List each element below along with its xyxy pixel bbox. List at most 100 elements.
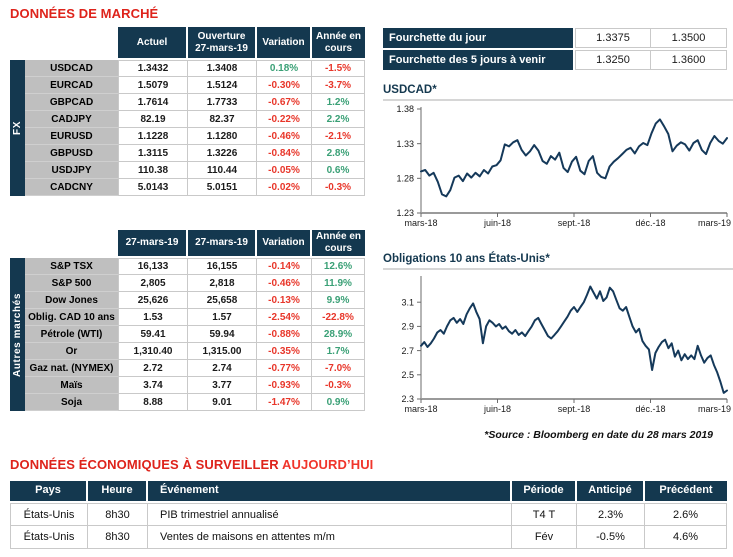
fx-row-label: EURUSD bbox=[25, 128, 118, 145]
econ-header: Pays bbox=[10, 481, 88, 503]
markets-cell-prev: 16,155 bbox=[188, 258, 257, 275]
fx-cell-actuel: 1.7614 bbox=[118, 94, 188, 111]
x-tick-label: juin-18 bbox=[483, 404, 511, 414]
econ-cell-evenement: Ventes de maisons en attentes m/m bbox=[148, 526, 512, 549]
fx-cell-ytd: -3.7% bbox=[312, 77, 365, 94]
other-markets-table: 27-mars-19 27-mars-19 Variation Année en co… bbox=[10, 230, 365, 411]
markets-row-label: Dow Jones bbox=[25, 292, 118, 309]
fx-cell-variation: -0.05% bbox=[257, 162, 312, 179]
fx-cell-ouverture: 5.0151 bbox=[188, 179, 257, 196]
range-high-value: 1.3500 bbox=[650, 28, 727, 48]
markets-side-label: Autres marchés bbox=[12, 292, 23, 377]
markets-cell-ytd: -7.0% bbox=[312, 360, 365, 377]
markets-row-label: Soja bbox=[25, 394, 118, 411]
markets-cell-ytd: 1.7% bbox=[312, 343, 365, 360]
econ-cell-periode: Fév bbox=[512, 526, 577, 549]
fx-cell-variation: -0.46% bbox=[257, 128, 312, 145]
markets-row-label: Maïs bbox=[25, 377, 118, 394]
x-tick-label: mars-19 bbox=[698, 404, 731, 414]
fx-cell-variation: -0.84% bbox=[257, 145, 312, 162]
econ-header: Anticipé bbox=[577, 481, 645, 503]
markets-header: Année en cours bbox=[312, 230, 365, 258]
fx-cell-ouverture: 110.44 bbox=[188, 162, 257, 179]
range-high-value: 1.3600 bbox=[650, 50, 727, 70]
markets-cell-variation: -0.88% bbox=[257, 326, 312, 343]
markets-cell-ytd: 28.9% bbox=[312, 326, 365, 343]
fx-cell-actuel: 110.38 bbox=[118, 162, 188, 179]
fx-cell-variation: -0.22% bbox=[257, 111, 312, 128]
fx-header: Ouverture 27-mars-19 bbox=[188, 27, 257, 60]
econ-cell-heure: 8h30 bbox=[88, 526, 148, 549]
markets-header: 27-mars-19 bbox=[188, 230, 257, 258]
y-tick-label: 1.38 bbox=[396, 104, 414, 114]
econ-table: Pays Heure Événement Période Anticipé Précéde… bbox=[10, 481, 727, 549]
fx-cell-ouverture: 1.3408 bbox=[188, 60, 257, 77]
source-note: *Source : Bloomberg en date du 28 mars 2… bbox=[484, 429, 713, 441]
markets-cell-ytd: -22.8% bbox=[312, 309, 365, 326]
fx-row-label: USDJPY bbox=[25, 162, 118, 179]
markets-cell-prev: 59.94 bbox=[188, 326, 257, 343]
fx-cell-actuel: 1.1228 bbox=[118, 128, 188, 145]
markets-cell-variation: -1.47% bbox=[257, 394, 312, 411]
y-tick-label: 2.7 bbox=[401, 346, 414, 356]
markets-cell-variation: -0.93% bbox=[257, 377, 312, 394]
markets-cell-close: 3.74 bbox=[118, 377, 188, 394]
econ-header: Période bbox=[512, 481, 577, 503]
fx-cell-actuel: 5.0143 bbox=[118, 179, 188, 196]
markets-row-label: Gaz nat. (NYMEX) bbox=[25, 360, 118, 377]
econ-cell-precedent: 2.6% bbox=[645, 503, 727, 526]
fx-cell-ouverture: 1.7733 bbox=[188, 94, 257, 111]
y-tick-label: 2.3 bbox=[401, 394, 414, 404]
econ-cell-evenement: PIB trimestriel annualisé bbox=[148, 503, 512, 526]
fx-cell-ytd: -0.3% bbox=[312, 179, 365, 196]
markets-cell-ytd: 9.9% bbox=[312, 292, 365, 309]
fx-cell-actuel: 1.3432 bbox=[118, 60, 188, 77]
markets-cell-ytd: 11.9% bbox=[312, 275, 365, 292]
fx-cell-variation: -0.30% bbox=[257, 77, 312, 94]
econ-cell-periode: T4 T bbox=[512, 503, 577, 526]
x-tick-label: mars-18 bbox=[404, 404, 437, 414]
range-row-label: Fourchette du jour bbox=[383, 28, 575, 48]
y-tick-label: 1.28 bbox=[396, 173, 414, 183]
fx-cell-actuel: 82.19 bbox=[118, 111, 188, 128]
econ-cell-pays: États-Unis bbox=[10, 526, 88, 549]
econ-cell-anticipe: 2.3% bbox=[577, 503, 645, 526]
econ-data-title-highlight: AUJOURD’HUI bbox=[282, 457, 374, 472]
range-table: Fourchette du jour 1.3375 1.3500 Fourchette… bbox=[383, 28, 727, 70]
fx-table: Actuel Ouverture 27-mars-19 Variation Année… bbox=[10, 27, 365, 196]
market-data-title: DONNÉES DE MARCHÉ bbox=[10, 6, 159, 21]
fx-header: Actuel bbox=[118, 27, 188, 60]
markets-cell-variation: -0.13% bbox=[257, 292, 312, 309]
chart-title-rule bbox=[383, 99, 733, 101]
econ-header: Événement bbox=[148, 481, 512, 503]
markets-cell-close: 2,805 bbox=[118, 275, 188, 292]
markets-cell-close: 2.72 bbox=[118, 360, 188, 377]
markets-row-label: Or bbox=[25, 343, 118, 360]
markets-cell-ytd: 12.6% bbox=[312, 258, 365, 275]
y-tick-label: 2.9 bbox=[401, 322, 414, 332]
markets-cell-variation: -0.77% bbox=[257, 360, 312, 377]
bonds-line bbox=[420, 285, 728, 394]
markets-row-label: S&P TSX bbox=[25, 258, 118, 275]
range-low-value: 1.3375 bbox=[575, 28, 651, 48]
markets-cell-variation: -2.54% bbox=[257, 309, 312, 326]
usdcad-line bbox=[420, 118, 728, 198]
fx-row-label: EURCAD bbox=[25, 77, 118, 94]
fx-cell-ytd: 2.2% bbox=[312, 111, 365, 128]
chart-title-rule bbox=[383, 268, 733, 270]
fx-cell-ytd: 1.2% bbox=[312, 94, 365, 111]
range-low-value: 1.3250 bbox=[575, 50, 651, 70]
markets-cell-close: 1,310.40 bbox=[118, 343, 188, 360]
range-row-label: Fourchette des 5 jours à venir bbox=[383, 50, 575, 70]
fx-row-label: GBPUSD bbox=[25, 145, 118, 162]
econ-cell-anticipe: -0.5% bbox=[577, 526, 645, 549]
fx-cell-ouverture: 1.3226 bbox=[188, 145, 257, 162]
x-tick-label: sept.-18 bbox=[558, 404, 591, 414]
fx-cell-variation: -0.02% bbox=[257, 179, 312, 196]
fx-cell-actuel: 1.3115 bbox=[118, 145, 188, 162]
y-tick-label: 2.5 bbox=[401, 370, 414, 380]
markets-cell-ytd: -0.3% bbox=[312, 377, 365, 394]
markets-side-strip: Autres marchés bbox=[10, 258, 25, 411]
econ-header: Heure bbox=[88, 481, 148, 503]
